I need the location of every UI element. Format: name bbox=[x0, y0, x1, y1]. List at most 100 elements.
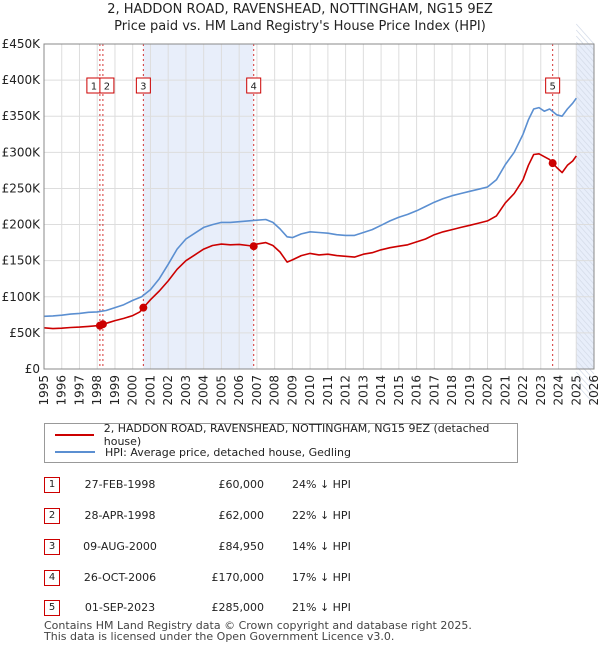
x-tick-label: 2000 bbox=[126, 375, 140, 406]
hatch-line bbox=[575, 47, 595, 69]
x-tick-label: 2001 bbox=[143, 375, 157, 406]
x-tick-label: 1997 bbox=[72, 375, 86, 406]
hatch-line bbox=[575, 155, 595, 177]
legend-label-hpi: HPI: Average price, detached house, Gedl… bbox=[105, 445, 351, 459]
hatch-line bbox=[575, 59, 595, 81]
sale-label: 2 bbox=[104, 82, 110, 93]
x-tick-label: 2006 bbox=[232, 375, 246, 406]
legend-item-hpi: HPI: Average price, detached house, Gedl… bbox=[55, 444, 351, 460]
sale-point bbox=[249, 242, 258, 251]
hatch-line bbox=[575, 377, 595, 399]
y-tick-label: £200K bbox=[2, 218, 42, 232]
hatch-line bbox=[575, 335, 595, 357]
sale-date: 27-FEB-1998 bbox=[84, 478, 156, 491]
x-tick-label: 2018 bbox=[445, 375, 459, 406]
hatch-line bbox=[575, 371, 595, 393]
hatch-line bbox=[575, 35, 595, 57]
hatch-line bbox=[575, 23, 595, 45]
sale-number-badge: 4 bbox=[44, 570, 60, 586]
sale-hpi-diff: 14% ↓ HPI bbox=[292, 540, 351, 553]
x-tick-label: 2012 bbox=[339, 375, 353, 406]
x-tick-label: 2011 bbox=[321, 375, 335, 406]
x-tick-label: 2019 bbox=[463, 375, 477, 406]
price-chart: £0 £50K £100K £150K £200K £250K £300K £350K £400… bbox=[2, 23, 600, 406]
hatch-line bbox=[575, 185, 595, 207]
hatch-line bbox=[575, 287, 595, 309]
hatch-line bbox=[575, 209, 595, 231]
hatch-line bbox=[575, 179, 595, 201]
y-tick-label: £50K bbox=[9, 326, 41, 340]
x-tick-label: 1999 bbox=[108, 375, 122, 406]
chart-legend: 2, HADDON ROAD, RAVENSHEAD, NOTTINGHAM, … bbox=[44, 422, 518, 463]
hatch-line bbox=[575, 275, 595, 297]
sale-price: £170,000 bbox=[211, 571, 265, 584]
hatch-line bbox=[575, 245, 595, 267]
hatch-line bbox=[575, 53, 595, 75]
x-tick-label: 2026 bbox=[587, 375, 600, 406]
sale-number-badge: 3 bbox=[44, 539, 60, 555]
x-tick-label: 2023 bbox=[534, 375, 548, 406]
plot-border bbox=[43, 43, 595, 370]
hatch-line bbox=[575, 29, 595, 51]
sale-hpi-diff: 17% ↓ HPI bbox=[292, 571, 351, 584]
sale-date: 28-APR-1998 bbox=[84, 509, 156, 522]
sale-date: 09-AUG-2000 bbox=[83, 540, 157, 553]
x-tick-label: 2010 bbox=[303, 375, 317, 406]
x-tick-label: 2015 bbox=[392, 375, 406, 406]
hatch-line bbox=[575, 101, 595, 123]
hatch-line bbox=[575, 299, 595, 321]
x-tick-label: 2002 bbox=[161, 375, 175, 406]
y-tick-label: £0 bbox=[25, 362, 40, 376]
hatch-line bbox=[575, 227, 595, 249]
x-tick-label: 2024 bbox=[552, 375, 566, 406]
hatch-line bbox=[575, 71, 595, 93]
sale-label-box bbox=[135, 77, 151, 94]
y-tick-label: £250K bbox=[2, 181, 42, 195]
hatch-line bbox=[575, 269, 595, 291]
hatch-line bbox=[575, 149, 595, 171]
series-line-property bbox=[43, 153, 577, 330]
sale-hpi-diff: 24% ↓ HPI bbox=[292, 478, 351, 491]
y-tick-label: £400K bbox=[2, 73, 42, 87]
hatch-line bbox=[575, 305, 595, 327]
x-tick-label: 2007 bbox=[250, 375, 264, 406]
hatch-line bbox=[575, 341, 595, 363]
hatch-line bbox=[575, 197, 595, 219]
hatch-line bbox=[575, 107, 595, 129]
hatch-line bbox=[575, 77, 595, 99]
x-tick-label: 2021 bbox=[498, 375, 512, 406]
sale-row: 4 26-OCT-2006 £170,000 17% ↓ HPI bbox=[44, 568, 544, 588]
hatch-line bbox=[575, 89, 595, 111]
hatch-line bbox=[575, 359, 595, 381]
sale-price: £84,950 bbox=[218, 540, 265, 553]
hatch-line bbox=[575, 203, 595, 225]
forecast-hatch bbox=[575, 23, 595, 405]
footer-line-1: Contains HM Land Registry data © Crown c… bbox=[44, 619, 472, 632]
hatch-line bbox=[575, 173, 595, 195]
hatch-line bbox=[575, 125, 595, 147]
sale-row: 3 09-AUG-2000 £84,950 14% ↓ HPI bbox=[44, 537, 544, 557]
chart-title: 2, HADDON ROAD, RAVENSHEAD, NOTTINGHAM, … bbox=[107, 2, 493, 17]
sale-label: 5 bbox=[549, 82, 555, 93]
hatch-line bbox=[575, 119, 595, 141]
x-tick-label: 2016 bbox=[410, 375, 424, 406]
series-line-hpi bbox=[43, 97, 577, 318]
hatch-line bbox=[575, 95, 595, 117]
hatch-line bbox=[575, 311, 595, 333]
sale-row: 1 27-FEB-1998 £60,000 24% ↓ HPI bbox=[44, 475, 544, 495]
hatch-line bbox=[575, 383, 595, 405]
x-tick-label: 2020 bbox=[481, 375, 495, 406]
hatch-line bbox=[575, 113, 595, 135]
sale-label: 1 bbox=[91, 82, 97, 93]
sale-label: 4 bbox=[251, 82, 257, 93]
hatch-line bbox=[575, 257, 595, 279]
sale-number-badge: 5 bbox=[44, 600, 60, 616]
sale-date: 01-SEP-2023 bbox=[84, 601, 156, 614]
hatch-line bbox=[575, 167, 595, 189]
y-tick-label: £350K bbox=[2, 109, 42, 123]
hatch-line bbox=[575, 317, 595, 339]
hatch-line bbox=[575, 65, 595, 87]
x-tick-label: 2008 bbox=[268, 375, 282, 406]
shaded-range bbox=[143, 44, 254, 369]
y-tick-label: £450K bbox=[2, 37, 42, 51]
